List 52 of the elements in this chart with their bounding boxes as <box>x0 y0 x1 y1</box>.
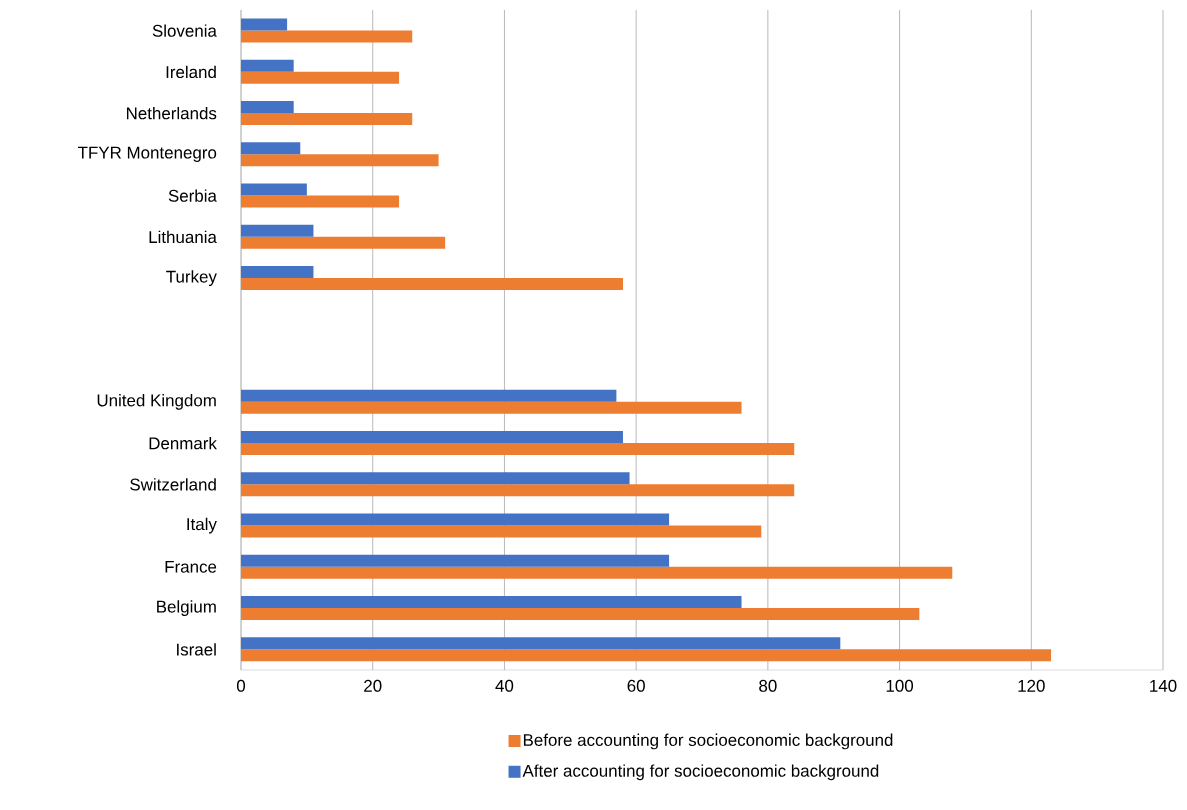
y-tick-label: Belgium <box>157 600 216 617</box>
bar <box>241 113 413 126</box>
bar <box>241 224 314 237</box>
bar <box>241 443 795 456</box>
bar <box>241 566 953 579</box>
y-tick-label: Netherlands <box>126 106 217 120</box>
bar <box>241 236 446 249</box>
y-tick-label: Italy <box>187 517 217 534</box>
x-tick-label: 80 <box>759 679 777 692</box>
bar <box>241 525 762 538</box>
x-tick-label: 140 <box>1150 679 1177 692</box>
legend-label: After accounting for socioeconomic background <box>522 764 879 781</box>
bar <box>241 278 623 291</box>
bar <box>241 649 1052 662</box>
y-tick-label: TFYR Montenegro <box>77 146 217 162</box>
y-tick-label: Israel <box>177 643 216 656</box>
bar <box>241 30 413 43</box>
bar <box>241 18 288 31</box>
bar <box>241 71 400 84</box>
bar <box>241 389 617 402</box>
y-tick-label: Switzerland <box>130 478 216 491</box>
bar <box>241 59 294 72</box>
bar <box>241 472 630 485</box>
x-tick-label: 100 <box>886 679 914 692</box>
y-tick-label: Ireland <box>166 65 216 79</box>
y-tick-label: Serbia <box>168 189 217 202</box>
bar <box>241 101 294 114</box>
y-tick-label: Slovenia <box>152 24 217 37</box>
bar <box>241 554 670 567</box>
bar <box>241 596 742 609</box>
x-tick-label: 20 <box>364 679 382 692</box>
x-tick-label: 60 <box>627 679 645 692</box>
y-tick-label: France <box>165 560 217 573</box>
y-tick-label: Turkey <box>166 270 217 287</box>
y-tick-label: Denmark <box>149 436 217 450</box>
x-tick-label: 0 <box>236 679 246 692</box>
bar <box>241 401 742 414</box>
legend-label: Before accounting for socioeconomic background <box>523 733 893 750</box>
y-tick-label: Lithuania <box>149 230 217 244</box>
y-tick-label: United Kingdom <box>97 393 216 410</box>
bar <box>241 142 301 155</box>
bar <box>241 154 439 167</box>
bar <box>241 183 307 196</box>
bar <box>241 266 314 279</box>
bar <box>241 431 623 444</box>
bar <box>241 513 670 526</box>
bar <box>241 608 920 621</box>
bar <box>241 637 841 650</box>
x-tick-label: 120 <box>1018 679 1045 692</box>
bar <box>241 195 400 208</box>
bar <box>241 484 795 497</box>
x-tick-label: 40 <box>495 679 514 692</box>
